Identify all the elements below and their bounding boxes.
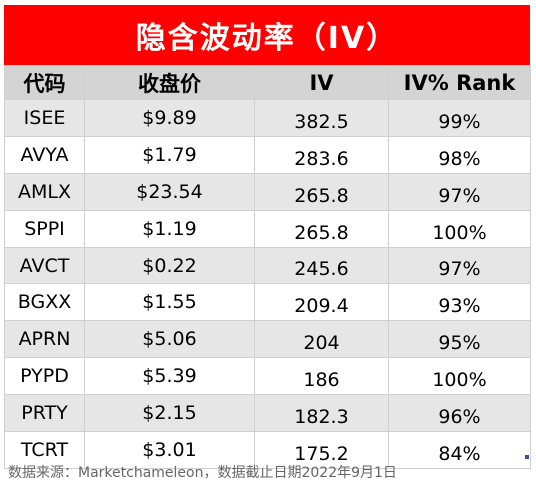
cell-iv[interactable]: 265.8 xyxy=(254,172,389,211)
cell-ticker[interactable]: ISEE xyxy=(4,99,85,137)
cell-ticker[interactable]: PYPD xyxy=(4,357,85,396)
cell-iv-rank[interactable]: 99% xyxy=(388,99,531,137)
table-row: APRN $5.06 204 95% xyxy=(4,320,531,359)
header-close[interactable]: 收盘价 xyxy=(84,65,255,100)
table-row: TCRT $3.01 175.2 84% xyxy=(4,431,531,469)
cell-close[interactable]: $5.06 xyxy=(84,320,255,359)
cell-ticker[interactable]: APRN xyxy=(4,320,85,359)
cell-iv-rank[interactable]: 100% xyxy=(388,357,531,396)
cell-ticker[interactable]: SPPI xyxy=(4,209,85,248)
cell-iv-rank[interactable]: 100% xyxy=(388,209,531,248)
header-iv-rank[interactable]: IV% Rank xyxy=(388,65,531,100)
cell-iv[interactable]: 186 xyxy=(254,357,389,396)
cell-iv-rank[interactable]: 95% xyxy=(388,320,531,359)
cell-close[interactable]: $1.79 xyxy=(84,135,255,174)
cell-close[interactable]: $1.19 xyxy=(84,209,255,248)
cell-iv-rank[interactable]: 98% xyxy=(388,135,531,174)
cell-iv-rank[interactable]: 97% xyxy=(388,172,531,211)
table-row: BGXX $1.55 209.4 93% xyxy=(4,283,531,322)
cell-close[interactable]: $5.39 xyxy=(84,357,255,396)
cell-iv[interactable]: 175.2 xyxy=(254,431,389,469)
table-row: SPPI $1.19 265.8 100% xyxy=(4,209,531,248)
header-ticker[interactable]: 代码 xyxy=(4,65,85,100)
cell-iv-rank[interactable]: 93% xyxy=(388,283,531,322)
cell-iv[interactable]: 245.6 xyxy=(254,246,389,285)
cell-close[interactable]: $0.22 xyxy=(84,246,255,285)
cell-ticker[interactable]: AVYA xyxy=(4,135,85,174)
cell-close[interactable]: $9.89 xyxy=(84,99,255,137)
cell-iv-rank[interactable]: 97% xyxy=(388,246,531,285)
table-row: PYPD $5.39 186 100% xyxy=(4,357,531,396)
sheet-title: 隐含波动率（IV） xyxy=(4,5,530,65)
fill-handle[interactable] xyxy=(525,455,529,459)
iv-table: 代码 收盘价 IV IV% Rank ISEE $9.89 382.5 99% AVYA… xyxy=(4,65,531,469)
header-row: 代码 收盘价 IV IV% Rank xyxy=(4,65,531,100)
cell-iv-rank[interactable]: 84% xyxy=(388,431,531,469)
cell-iv-rank[interactable]: 96% xyxy=(388,394,531,433)
cell-close[interactable]: $23.54 xyxy=(84,172,255,211)
table-row: AVYA $1.79 283.6 98% xyxy=(4,135,531,174)
cell-ticker[interactable]: AVCT xyxy=(4,246,85,285)
header-iv[interactable]: IV xyxy=(254,65,389,100)
cell-ticker[interactable]: PRTY xyxy=(4,394,85,433)
cell-iv[interactable]: 204 xyxy=(254,320,389,359)
table-row: PRTY $2.15 182.3 96% xyxy=(4,394,531,433)
cell-close[interactable]: $2.15 xyxy=(84,394,255,433)
table-row: AVCT $0.22 245.6 97% xyxy=(4,246,531,285)
cell-iv[interactable]: 182.3 xyxy=(254,394,389,433)
cell-ticker[interactable]: TCRT xyxy=(4,431,85,469)
cell-ticker[interactable]: BGXX xyxy=(4,283,85,322)
cell-iv[interactable]: 382.5 xyxy=(254,99,389,137)
cell-iv[interactable]: 265.8 xyxy=(254,209,389,248)
cell-iv[interactable]: 283.6 xyxy=(254,135,389,174)
cell-close[interactable]: $1.55 xyxy=(84,283,255,322)
source-note: 数据来源：Marketchameleon，数据截止日期2022年9月1日 xyxy=(8,465,397,481)
table-row: AMLX $23.54 265.8 97% xyxy=(4,172,531,211)
cell-ticker[interactable]: AMLX xyxy=(4,172,85,211)
cell-iv[interactable]: 209.4 xyxy=(254,283,389,322)
table-row: ISEE $9.89 382.5 99% xyxy=(4,99,531,137)
